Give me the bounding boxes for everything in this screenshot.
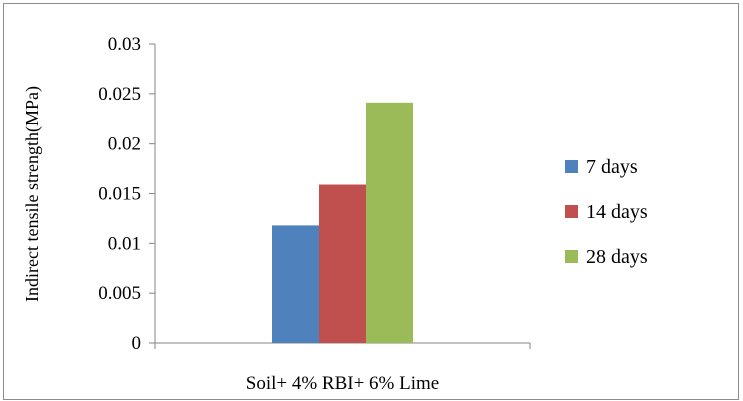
y-tick-label: 0.025	[98, 84, 141, 105]
y-tick-label: 0.02	[108, 134, 141, 155]
legend-swatch	[565, 250, 578, 263]
y-tick-label: 0.01	[108, 233, 141, 254]
bars	[272, 102, 413, 343]
legend-label: 7 days	[586, 156, 638, 178]
bar-14-days	[319, 184, 366, 343]
legend-swatch	[565, 160, 578, 173]
y-axis: 0 0.005 0.01 0.015 0.02 0.025 0.03	[98, 34, 156, 354]
legend-swatch	[565, 205, 578, 218]
bar-7-days	[272, 225, 319, 343]
y-tick-label: 0.015	[98, 184, 141, 205]
y-tick-label: 0.005	[98, 283, 141, 304]
y-tick-label: 0	[132, 333, 142, 354]
legend-label: 28 days	[586, 246, 648, 268]
legend-label: 14 days	[586, 201, 648, 223]
legend: 7 days 14 days 28 days	[565, 156, 648, 268]
y-axis-title: Indirect tensile strength(MPa)	[22, 86, 43, 302]
x-axis: Soil+ 4% RBI+ 6% Lime	[154, 342, 531, 394]
x-category-label: Soil+ 4% RBI+ 6% Lime	[246, 373, 439, 394]
y-tick-label: 0.03	[108, 34, 141, 55]
bar-28-days	[366, 102, 413, 343]
